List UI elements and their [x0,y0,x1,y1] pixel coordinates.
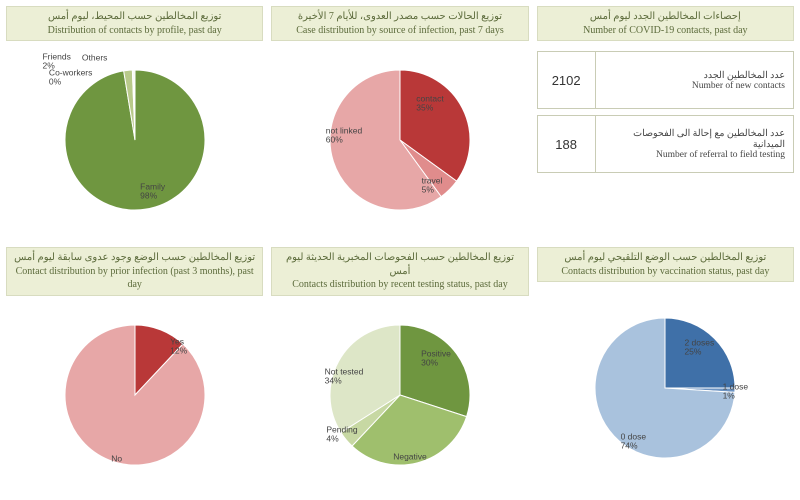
slice-label: Negative [393,452,427,461]
panel-kpi-title-en: Number of COVID-19 contacts, past day [544,24,787,38]
panel-vaccination-title-ar: توزيع المخالطين حسب الوضع التلقيحي ليوم … [544,251,787,265]
slice-label: Co-workers0% [49,69,92,88]
panel-profile-title-en: Distribution of contacts by profile, pas… [13,24,256,38]
slice-label: Not tested34% [325,368,364,387]
panel-testing-title-ar: توزيع المخالطين حسب الفحوصات المخبرية ال… [278,251,521,278]
kpi-referral-value: 188 [538,116,596,172]
panel-vaccination-header: توزيع المخالطين حسب الوضع التلقيحي ليوم … [537,247,794,282]
panel-prior-title-en: Contact distribution by prior infection … [13,265,256,292]
panel-source-header: توزيع الحالات حسب مصدر العدوى، للأيام 7 … [271,6,528,41]
chart-testing: Positive30% Negative Pending4% Not tested34… [271,296,528,494]
slice-label: Others [82,53,108,62]
kpi-new-contacts: 2102 عدد المخالطين الجدد Number of new c… [537,51,794,109]
pie-svg [590,313,740,463]
pie-svg [60,65,210,215]
panel-testing-header: توزيع المخالطين حسب الفحوصات المخبرية ال… [271,247,528,296]
slice-label: 0 dose74% [621,433,647,452]
dashboard-grid: توزيع المخالطين حسب المحيط، ليوم أمس Dis… [6,6,794,494]
slice-label: Positive30% [421,350,451,369]
panel-prior: توزيع المخالطين حسب الوضع وجود عدوى سابق… [6,247,263,494]
kpi-list: 2102 عدد المخالطين الجدد Number of new c… [537,41,794,173]
panel-vaccination-title-en: Contacts distribution by vaccination sta… [544,265,787,279]
panel-prior-title-ar: توزيع المخالطين حسب الوضع وجود عدوى سابق… [13,251,256,265]
panel-source-title-ar: توزيع الحالات حسب مصدر العدوى، للأيام 7 … [278,10,521,24]
panel-testing: توزيع المخالطين حسب الفحوصات المخبرية ال… [271,247,528,494]
panel-vaccination: توزيع المخالطين حسب الوضع التلقيحي ليوم … [537,247,794,494]
slice-label: Family98% [140,183,165,202]
kpi-referral-label: عدد المخالطين مع إحالة الى الفحوصات المي… [596,116,793,172]
panel-testing-title-en: Contacts distribution by recent testing … [278,278,521,292]
kpi-new-contacts-value: 2102 [538,52,596,108]
panel-kpi-header: إحصاءات المخالطين الجدد ليوم أمس Number … [537,6,794,41]
panel-contacts-kpi: إحصاءات المخالطين الجدد ليوم أمس Number … [537,6,794,239]
chart-vaccination: 2 doses25% 1 dose1% 0 dose74% [537,282,794,494]
chart-prior: Yes12% No [6,296,263,494]
kpi-referral: 188 عدد المخالطين مع إحالة الى الفحوصات … [537,115,794,173]
panel-profile-header: توزيع المخالطين حسب المحيط، ليوم أمس Dis… [6,6,263,41]
slice-label: Yes12% [170,338,187,357]
panel-source: توزيع الحالات حسب مصدر العدوى، للأيام 7 … [271,6,528,239]
slice-label: Pending4% [326,426,357,445]
slice-label: not linked60% [326,127,362,146]
chart-source: contact35% travel5% not linked60% [271,41,528,239]
chart-profile: Family98%Friends2%Co-workers0%Others [6,41,263,239]
slice-label: 1 dose1% [723,383,749,402]
slice-label: No [111,454,122,463]
slice-label: 2 doses25% [684,339,714,358]
kpi-new-contacts-label: عدد المخالطين الجدد Number of new contac… [596,52,793,108]
panel-profile: توزيع المخالطين حسب المحيط، ليوم أمس Dis… [6,6,263,239]
panel-profile-title-ar: توزيع المخالطين حسب المحيط، ليوم أمس [13,10,256,24]
panel-prior-header: توزيع المخالطين حسب الوضع وجود عدوى سابق… [6,247,263,296]
panel-kpi-title-ar: إحصاءات المخالطين الجدد ليوم أمس [544,10,787,24]
panel-source-title-en: Case distribution by source of infection… [278,24,521,38]
slice-label: contact35% [416,95,443,114]
slice-label: travel5% [422,177,443,196]
pie-svg [325,320,475,470]
